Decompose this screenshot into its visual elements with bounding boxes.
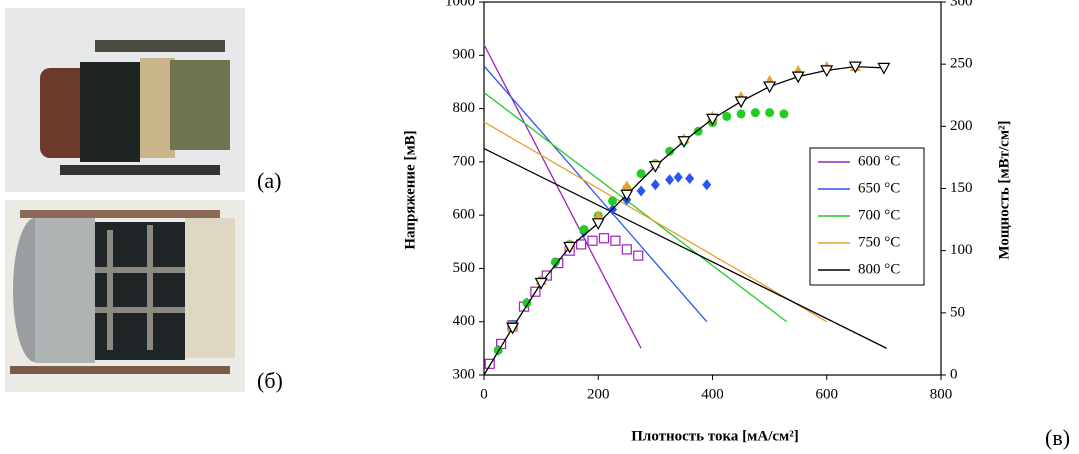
- legend-label: 600 °C: [858, 153, 900, 169]
- x-tick-label: 400: [701, 386, 724, 402]
- point: [550, 257, 560, 267]
- point: [763, 81, 777, 94]
- point: [736, 109, 746, 119]
- point: [522, 298, 532, 308]
- point: [722, 111, 732, 121]
- point: [598, 233, 610, 244]
- point: [820, 65, 834, 78]
- point: [506, 322, 520, 335]
- y-tick-label: 700: [453, 153, 476, 169]
- panel-label: (в): [1045, 425, 1070, 450]
- point: [665, 146, 675, 156]
- point: [665, 174, 675, 186]
- point: [587, 235, 598, 246]
- point: [621, 244, 632, 255]
- point: [620, 189, 634, 202]
- x-tick-label: 800: [930, 386, 953, 402]
- point: [636, 185, 646, 197]
- y-tick-label: 400: [453, 313, 476, 329]
- point: [648, 161, 662, 173]
- point: [592, 210, 604, 221]
- panel-label: (б): [257, 368, 283, 393]
- point: [673, 171, 683, 183]
- y2-tick-label: 250: [950, 56, 973, 72]
- y2-tick-label: 200: [950, 118, 973, 134]
- point: [610, 235, 621, 246]
- legend-label: 700 °C: [858, 207, 900, 223]
- panel-label: (а): [257, 168, 281, 193]
- point: [702, 179, 712, 191]
- point: [534, 277, 548, 290]
- point: [765, 108, 775, 118]
- legend-label: 800 °C: [858, 261, 900, 277]
- x-tick-label: 0: [480, 386, 488, 402]
- y-tick-label: 600: [453, 207, 476, 223]
- point: [848, 61, 862, 74]
- photo-a: [5, 8, 245, 192]
- photo-b: [5, 200, 245, 392]
- x-tick-label: 600: [816, 386, 839, 402]
- point: [621, 180, 633, 191]
- y-tick-label: 500: [453, 260, 476, 276]
- point: [576, 239, 587, 250]
- plot-frame: [483, 1, 942, 376]
- point: [677, 136, 691, 148]
- y-tick-label: 1000: [445, 0, 475, 9]
- y-tick-label: 900: [453, 47, 476, 63]
- y-tick-label: 300: [453, 366, 476, 382]
- point: [685, 173, 695, 185]
- y2-tick-label: 100: [950, 242, 973, 258]
- point: [484, 358, 495, 369]
- series-line: [483, 92, 788, 323]
- x-tick-label: 200: [587, 386, 610, 402]
- legend-label: 750 °C: [858, 234, 900, 250]
- point: [791, 71, 805, 84]
- y2-tick-label: 0: [950, 366, 958, 382]
- point: [734, 96, 748, 109]
- y-tick-label: 800: [453, 100, 476, 116]
- point: [579, 225, 589, 235]
- y2-tick-label: 50: [950, 304, 965, 320]
- y2-axis-title: Мощность [мВт/см²]: [996, 120, 1012, 259]
- series-line: [483, 121, 828, 323]
- point: [650, 179, 660, 191]
- point: [633, 250, 644, 261]
- point: [779, 109, 789, 119]
- x-axis-title: Плотность тока [мА/см²]: [631, 428, 799, 444]
- point: [636, 169, 646, 179]
- y2-tick-label: 150: [950, 180, 973, 196]
- point: [750, 108, 760, 118]
- series-line: [483, 65, 708, 323]
- series-line: [483, 147, 888, 349]
- point: [877, 62, 891, 75]
- legend-label: 650 °C: [858, 180, 900, 196]
- y-axis-title: Напряжение [мВ]: [402, 130, 418, 249]
- point: [591, 218, 605, 231]
- series-line: [483, 44, 642, 349]
- y2-tick-label: 300: [950, 0, 973, 9]
- point: [608, 196, 618, 206]
- point: [563, 241, 577, 254]
- point: [705, 113, 720, 126]
